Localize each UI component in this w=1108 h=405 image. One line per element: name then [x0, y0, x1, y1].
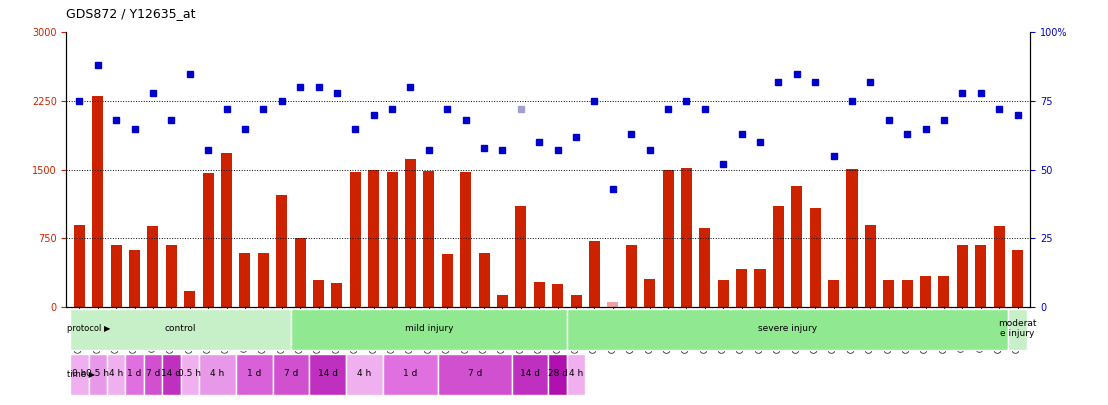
Bar: [1012, 250, 1023, 307]
FancyBboxPatch shape: [346, 354, 383, 394]
Bar: [902, 281, 913, 307]
FancyBboxPatch shape: [548, 354, 567, 394]
Text: 4 h: 4 h: [109, 369, 123, 378]
Bar: [387, 172, 398, 307]
Bar: [975, 245, 986, 307]
Text: 4 h: 4 h: [568, 369, 583, 378]
Bar: [92, 96, 103, 307]
Text: 4 h: 4 h: [211, 369, 225, 378]
FancyBboxPatch shape: [181, 354, 199, 394]
FancyBboxPatch shape: [383, 354, 438, 394]
Bar: [258, 253, 269, 307]
Bar: [404, 159, 416, 307]
Text: 7 d: 7 d: [468, 369, 482, 378]
Bar: [791, 186, 802, 307]
Bar: [552, 284, 563, 307]
FancyBboxPatch shape: [236, 354, 273, 394]
Text: 14 d: 14 d: [162, 369, 182, 378]
Bar: [994, 226, 1005, 307]
Bar: [220, 153, 232, 307]
Bar: [111, 245, 122, 307]
FancyBboxPatch shape: [309, 354, 346, 394]
Text: 0.5 h: 0.5 h: [86, 369, 110, 378]
Text: 4 h: 4 h: [358, 369, 371, 378]
Bar: [534, 282, 545, 307]
Bar: [184, 290, 195, 307]
Bar: [718, 281, 729, 307]
FancyBboxPatch shape: [567, 309, 1008, 350]
Bar: [166, 245, 177, 307]
Text: 1 d: 1 d: [403, 369, 418, 378]
Bar: [460, 172, 471, 307]
Bar: [736, 269, 747, 307]
Bar: [497, 295, 507, 307]
Bar: [74, 225, 85, 307]
FancyBboxPatch shape: [107, 354, 125, 394]
Text: severe injury: severe injury: [758, 324, 818, 333]
Text: 0 h: 0 h: [72, 369, 86, 378]
Bar: [681, 168, 692, 307]
Bar: [129, 250, 140, 307]
Bar: [957, 245, 968, 307]
Bar: [699, 228, 710, 307]
Bar: [865, 225, 876, 307]
Bar: [571, 295, 582, 307]
Bar: [589, 241, 599, 307]
FancyBboxPatch shape: [125, 354, 144, 394]
Text: mild injury: mild injury: [404, 324, 453, 333]
FancyBboxPatch shape: [291, 309, 567, 350]
FancyBboxPatch shape: [144, 354, 162, 394]
Bar: [442, 254, 453, 307]
Bar: [755, 269, 766, 307]
Bar: [828, 281, 839, 307]
Bar: [239, 253, 250, 307]
Bar: [938, 276, 950, 307]
Bar: [626, 245, 637, 307]
Bar: [847, 169, 858, 307]
Text: 0.5 h: 0.5 h: [178, 369, 202, 378]
Text: time ▶: time ▶: [68, 369, 95, 378]
Bar: [295, 239, 306, 307]
Bar: [607, 302, 618, 307]
FancyBboxPatch shape: [199, 354, 236, 394]
FancyBboxPatch shape: [1008, 309, 1027, 350]
Bar: [350, 172, 361, 307]
Bar: [276, 195, 287, 307]
Bar: [883, 281, 894, 307]
Bar: [515, 206, 526, 307]
Bar: [479, 253, 490, 307]
Bar: [423, 171, 434, 307]
Bar: [331, 283, 342, 307]
FancyBboxPatch shape: [162, 354, 181, 394]
Text: 7 d: 7 d: [146, 369, 161, 378]
Bar: [203, 173, 214, 307]
Text: 14 d: 14 d: [520, 369, 540, 378]
Bar: [368, 170, 379, 307]
FancyBboxPatch shape: [567, 354, 585, 394]
Bar: [147, 226, 158, 307]
Text: 7 d: 7 d: [284, 369, 298, 378]
FancyBboxPatch shape: [70, 354, 89, 394]
Text: protocol ▶: protocol ▶: [68, 324, 111, 333]
Text: control: control: [165, 324, 196, 333]
Text: 1 d: 1 d: [247, 369, 261, 378]
Bar: [663, 170, 674, 307]
Text: GDS872 / Y12635_at: GDS872 / Y12635_at: [66, 7, 196, 20]
Text: 14 d: 14 d: [318, 369, 338, 378]
FancyBboxPatch shape: [438, 354, 512, 394]
FancyBboxPatch shape: [512, 354, 548, 394]
Bar: [644, 279, 655, 307]
Text: 1 d: 1 d: [127, 369, 142, 378]
Text: 28 d: 28 d: [547, 369, 567, 378]
FancyBboxPatch shape: [70, 309, 291, 350]
FancyBboxPatch shape: [89, 354, 107, 394]
Bar: [312, 279, 324, 307]
Text: moderat
e injury: moderat e injury: [998, 319, 1037, 338]
Bar: [920, 276, 931, 307]
FancyBboxPatch shape: [273, 354, 309, 394]
Bar: [773, 206, 784, 307]
Bar: [810, 208, 821, 307]
